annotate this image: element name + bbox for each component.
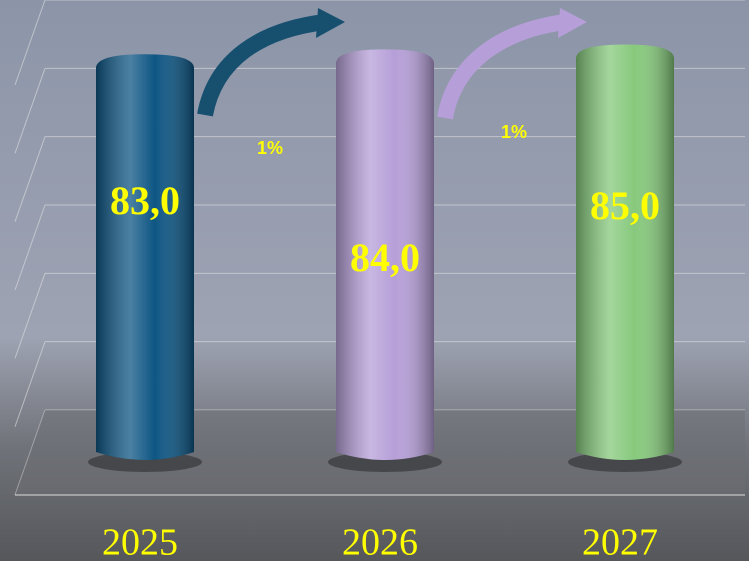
- bar-shade: [336, 49, 434, 460]
- arrow-head: [316, 8, 345, 38]
- grid-line-side: [14, 204, 46, 291]
- grid-line-side: [14, 0, 46, 86]
- grid-line-side: [14, 341, 46, 427]
- bar-shade: [576, 44, 674, 460]
- x-tick-label: 2026: [342, 522, 418, 561]
- bar-shade: [96, 54, 194, 460]
- value-label: 84,0: [350, 235, 420, 280]
- bars: 83,0 2025 84,0 2026 85,0 2027: [88, 44, 682, 561]
- arrow-head: [558, 8, 587, 38]
- value-label: 83,0: [110, 178, 180, 223]
- grid-line-side: [14, 136, 46, 222]
- x-tick-label: 2027: [582, 522, 658, 561]
- value-label: 85,0: [590, 183, 660, 228]
- arrow: [197, 14, 327, 117]
- arrow: [437, 14, 567, 120]
- grid-line-side: [14, 273, 46, 359]
- grid-line-side: [14, 68, 46, 154]
- annotation: 1%: [257, 138, 283, 158]
- x-tick-label: 2025: [102, 522, 178, 561]
- annotation: 1%: [501, 122, 527, 142]
